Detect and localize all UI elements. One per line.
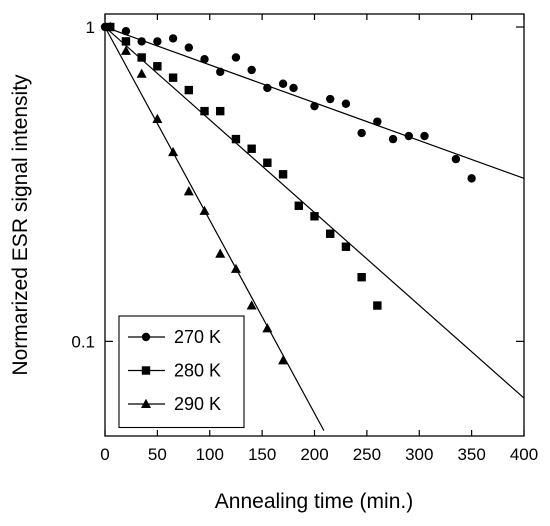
- data-point: [357, 128, 366, 138]
- legend-label: 290 K: [174, 394, 221, 414]
- data-point: [121, 37, 131, 46]
- y-axis-title: Normarized ESR signal intensity: [9, 74, 32, 376]
- data-point: [263, 83, 272, 93]
- legend-marker: [141, 332, 151, 342]
- data-point: [373, 301, 382, 310]
- data-point: [263, 158, 272, 167]
- x-tick-label: 150: [248, 445, 276, 464]
- x-tick-label: 300: [405, 445, 433, 464]
- x-tick-label: 250: [353, 445, 381, 464]
- x-tick-label: 200: [300, 445, 328, 464]
- data-point: [341, 242, 351, 251]
- data-point: [136, 68, 147, 78]
- data-points: [100, 21, 476, 365]
- data-point: [184, 85, 193, 95]
- data-point: [184, 43, 193, 52]
- data-point: [105, 21, 116, 32]
- data-point: [420, 131, 429, 141]
- data-point: [168, 146, 179, 157]
- data-point: [183, 186, 194, 196]
- data-point: [200, 54, 209, 64]
- data-point: [451, 154, 461, 164]
- data-point: [278, 170, 288, 179]
- data-point: [231, 53, 241, 62]
- data-point: [120, 45, 131, 55]
- data-point: [310, 212, 319, 221]
- legend-box: [118, 315, 245, 429]
- data-point: [246, 300, 257, 310]
- data-point: [247, 144, 256, 153]
- data-point: [278, 79, 288, 88]
- data-point: [137, 37, 146, 46]
- data-point: [278, 355, 289, 365]
- data-point: [152, 113, 163, 123]
- data-point: [153, 37, 162, 46]
- x-axis: 0 50 100 150 200 250 300 350 400: [100, 14, 538, 464]
- data-point: [262, 323, 273, 333]
- data-point: [200, 106, 209, 116]
- data-point: [467, 174, 476, 183]
- data-point: [341, 99, 351, 108]
- data-point: [388, 134, 398, 144]
- data-point: [289, 83, 298, 93]
- data-point: [215, 248, 226, 258]
- x-axis-title: Annealing time (min.): [215, 490, 413, 513]
- y-tick-label: 1: [86, 18, 95, 37]
- data-point: [326, 229, 335, 238]
- data-point: [153, 62, 162, 71]
- data-point: [137, 53, 146, 62]
- legend-marker: [141, 366, 151, 375]
- data-point: [326, 94, 335, 104]
- data-point: [216, 106, 225, 116]
- data-point: [247, 65, 256, 75]
- x-tick-label: 100: [196, 445, 224, 464]
- data-point: [168, 34, 178, 43]
- data-point: [168, 73, 178, 82]
- data-point: [373, 117, 382, 126]
- x-tick-label: 350: [457, 445, 485, 464]
- data-point: [121, 26, 131, 36]
- y-tick-label: 0.1: [71, 332, 95, 351]
- legend: 270 K 280 K 290 K: [118, 315, 245, 429]
- data-point: [199, 205, 210, 215]
- data-point: [216, 67, 225, 77]
- y-axis: 0.11: [71, 18, 524, 351]
- x-tick-label: 50: [148, 445, 167, 464]
- legend-label: 270 K: [174, 327, 221, 347]
- data-point: [404, 131, 413, 141]
- data-point: [294, 201, 303, 210]
- data-point: [231, 134, 241, 144]
- data-point: [230, 263, 241, 273]
- data-point: [357, 273, 366, 282]
- legend-marker: [141, 398, 151, 408]
- data-point: [310, 101, 319, 111]
- legend-label: 280 K: [174, 361, 221, 381]
- x-tick-label: 400: [510, 445, 538, 464]
- x-tick-label: 0: [100, 445, 109, 464]
